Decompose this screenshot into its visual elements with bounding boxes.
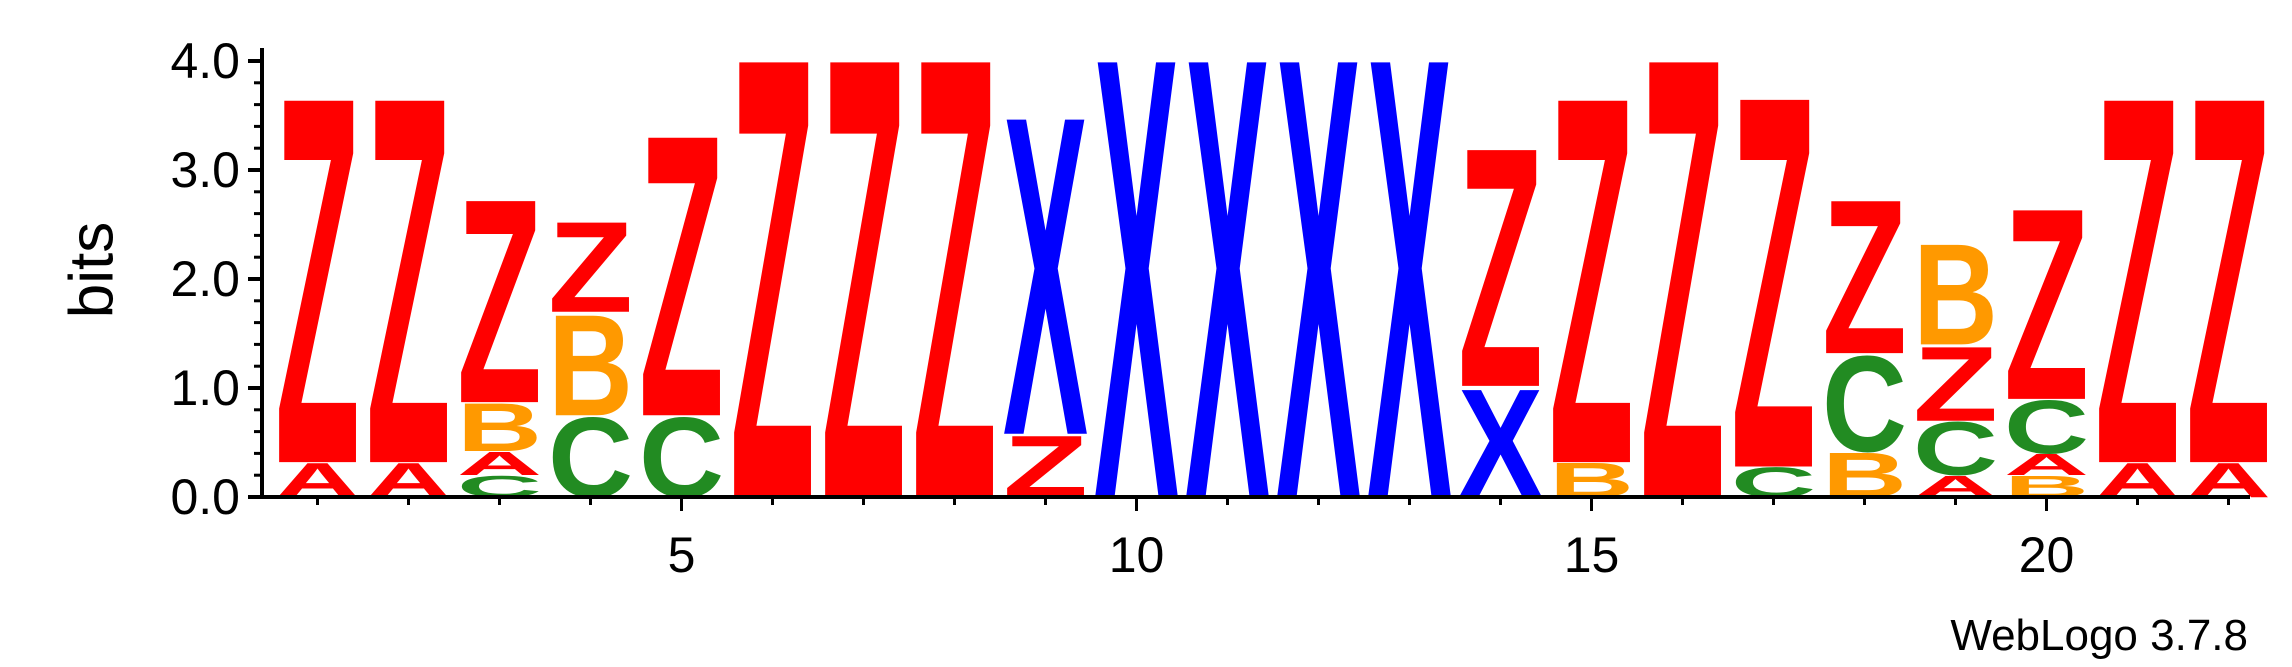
logo-letter-z: Z — [1731, 0, 1816, 580]
logo-letter-z: Z — [1458, 77, 1543, 460]
x-tick-label: 15 — [1564, 527, 1620, 583]
logo-letter-b: B — [548, 285, 633, 446]
logo-letter-b: B — [457, 390, 542, 466]
logo-letter-z: Z — [1822, 155, 1907, 401]
logo-letter-z: Z — [548, 195, 633, 339]
logo-letter-x: X — [1185, 0, 1271, 631]
logo-letter-c: C — [1913, 407, 1998, 492]
y-axis-label: bits — [57, 222, 126, 318]
y-ticks: 0.0 1.0 2.0 3.0 4.0 — [170, 33, 262, 525]
logo-letter-z: Z — [1640, 0, 1725, 631]
logo-letter-x: X — [1276, 0, 1362, 631]
logo-letter-z: Z — [2004, 152, 2089, 458]
logo-letter-z: Z — [366, 0, 451, 574]
logo-letter-b: B — [1913, 214, 1998, 375]
x-tick-label: 10 — [1109, 527, 1165, 583]
logo-letter-z: Z — [457, 138, 542, 465]
y-tick-label: 0.0 — [170, 469, 240, 525]
logo-letter-z: Z — [2186, 0, 2271, 574]
x-tick-label: 5 — [668, 527, 696, 583]
y-tick-label: 3.0 — [170, 142, 240, 198]
logo-letter-z: Z — [821, 0, 906, 631]
logo-letter-x: X — [1367, 0, 1453, 631]
logo-letter-x: X — [1094, 0, 1180, 631]
logo-letter-z: Z — [639, 50, 724, 501]
logo-letter-z: Z — [912, 0, 997, 631]
logo-letter-x: X — [1003, 21, 1089, 532]
logo-letter-z: Z — [730, 0, 815, 631]
x-tick-label: 20 — [2019, 527, 2075, 583]
x-ticks: 5 10 15 20 — [316, 497, 2230, 583]
logo-letter-z: Z — [1913, 325, 1998, 444]
axes: 0.0 1.0 2.0 3.0 4.0 5 10 15 20 — [170, 33, 2250, 583]
y-tick-label: 2.0 — [170, 251, 240, 307]
logo-letter-a: A — [2004, 448, 2089, 482]
y-tick-label: 1.0 — [170, 360, 240, 416]
logo-letter-c: C — [1822, 328, 1907, 481]
footer-caption: WebLogo 3.7.8 — [1950, 611, 2248, 660]
y-tick-label: 4.0 — [170, 33, 240, 89]
logo-letter-z: Z — [1549, 0, 1634, 574]
logo-letter-a: A — [457, 445, 542, 482]
logo-letter-z: Z — [2095, 0, 2180, 574]
logo-letter-c: C — [2004, 385, 2089, 470]
logo-letter-z: Z — [275, 0, 360, 574]
